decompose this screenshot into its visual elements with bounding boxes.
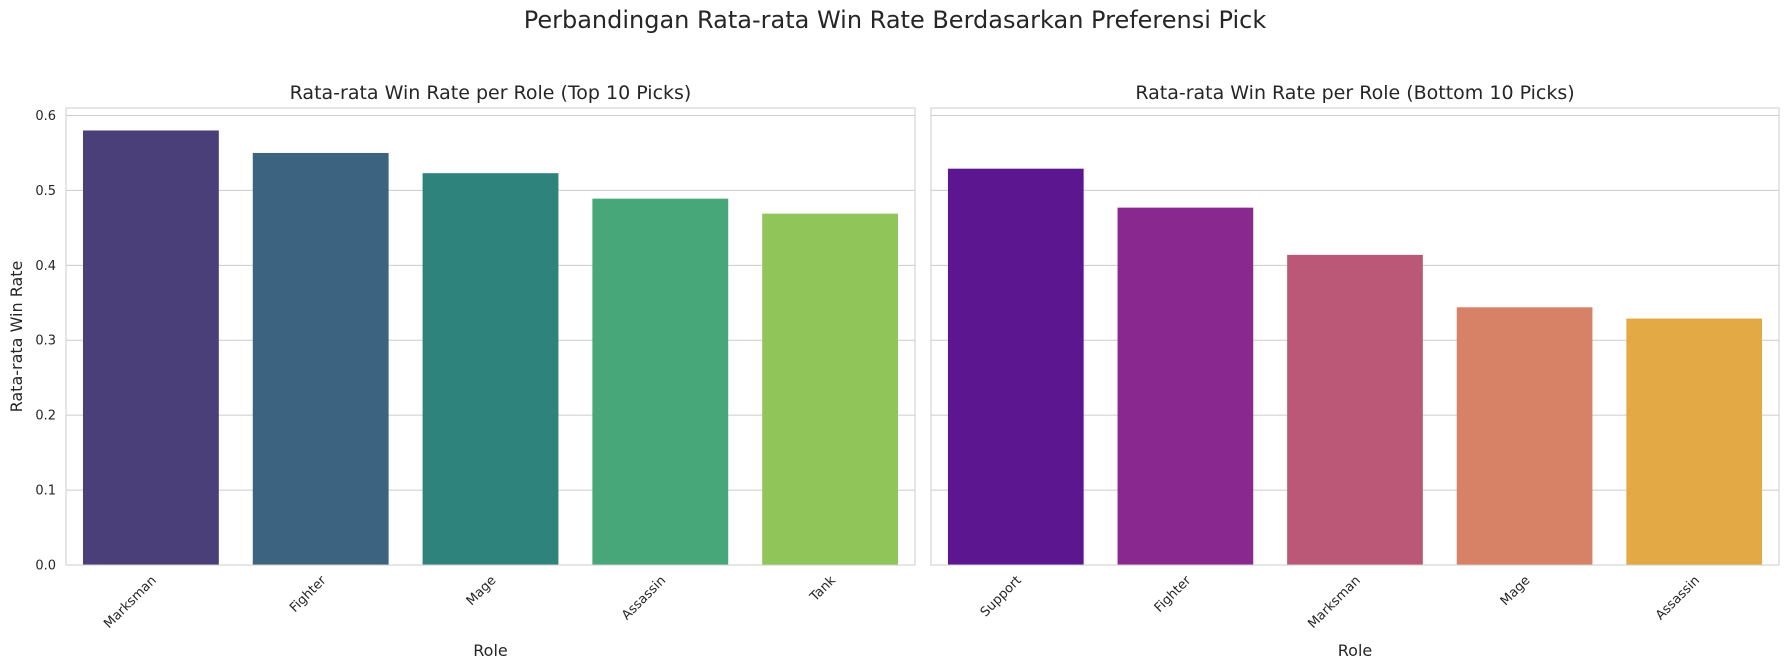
figure-title: Perbandingan Rata-rata Win Rate Berdasar… — [524, 6, 1267, 34]
bar-mage — [1456, 307, 1593, 565]
x-tick-label: Fighter — [1152, 573, 1195, 616]
bar-tank — [762, 213, 899, 565]
bar-support — [947, 168, 1084, 566]
x-tick-label: Mage — [1498, 573, 1534, 609]
panel-title: Rata-rata Win Rate per Role (Top 10 Pick… — [290, 82, 692, 104]
bar-fighter — [252, 152, 389, 566]
y-tick-label: 0.2 — [35, 409, 56, 424]
x-tick-label: Assassin — [1653, 573, 1703, 623]
bar-mage — [422, 173, 559, 565]
x-tick-label: Marksman — [1305, 573, 1363, 631]
x-tick-label: Support — [978, 573, 1025, 620]
y-tick-label: 0.0 — [35, 559, 56, 574]
left-chart-panel: 0.0 0.1 0.2 0.3 0.4 0.5 0.6 Marksman Fighter Mage… — [7, 82, 916, 660]
right-chart-panel: Support Fighter Marksman Mage Assassin Rata-r… — [930, 82, 1780, 660]
x-tick-label: Tank — [807, 573, 840, 606]
y-tick-label: 0.1 — [35, 484, 56, 499]
bar-marksman — [1287, 254, 1423, 565]
x-axis-label: Role — [1338, 641, 1372, 660]
y-axis-label: Rata-rata Win Rate — [7, 261, 26, 413]
bar-marksman — [82, 130, 219, 565]
y-tick-label: 0.6 — [35, 109, 56, 124]
bar-assassin — [1626, 318, 1763, 565]
x-tick-label: Mage — [464, 573, 500, 609]
x-axis-label: Role — [473, 641, 507, 660]
bar-fighter — [1117, 207, 1254, 565]
plot-frame — [930, 107, 1780, 566]
x-tick-label: Fighter — [287, 573, 330, 616]
y-tick-label: 0.5 — [35, 184, 56, 199]
panel-title: Rata-rata Win Rate per Role (Bottom 10 P… — [1135, 82, 1574, 104]
bar-assassin — [592, 198, 729, 565]
y-tick-label: 0.4 — [35, 259, 56, 274]
y-tick-label: 0.3 — [35, 334, 56, 349]
x-tick-label: Marksman — [101, 573, 159, 631]
x-tick-label: Assassin — [619, 573, 669, 623]
plot-frame — [65, 107, 916, 566]
